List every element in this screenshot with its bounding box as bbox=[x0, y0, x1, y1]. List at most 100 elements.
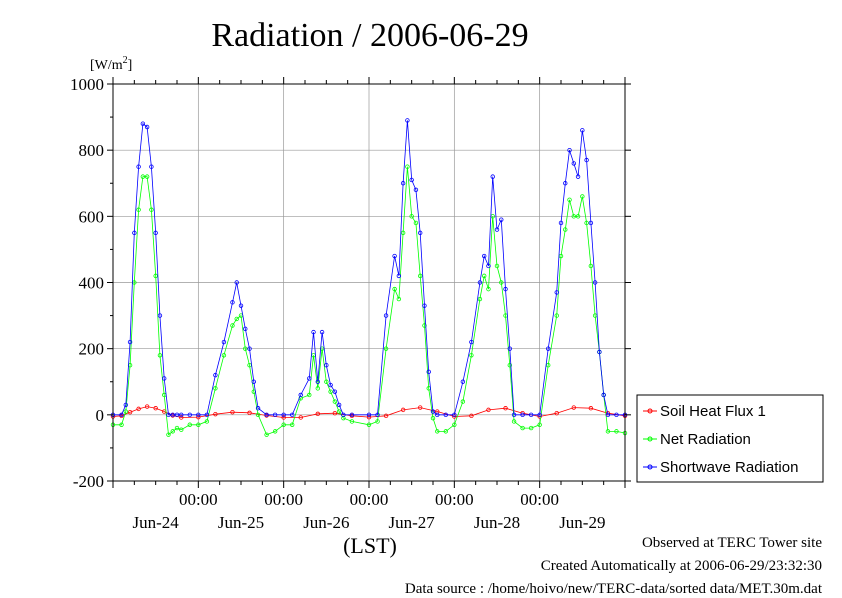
data-point bbox=[298, 415, 303, 420]
data-point bbox=[499, 217, 504, 222]
data-point bbox=[537, 412, 542, 418]
legend-box bbox=[636, 394, 824, 483]
data-point bbox=[413, 220, 419, 226]
data-point bbox=[452, 412, 457, 418]
data-point bbox=[196, 412, 201, 418]
data-point bbox=[580, 128, 585, 133]
legend-marker bbox=[647, 464, 653, 470]
data-point bbox=[575, 214, 581, 219]
data-point bbox=[396, 273, 402, 279]
data-point bbox=[486, 407, 491, 413]
y-tick-label: 800 bbox=[79, 141, 105, 160]
data-point bbox=[161, 376, 167, 381]
data-point bbox=[238, 303, 244, 308]
data-point bbox=[418, 230, 423, 236]
data-point bbox=[366, 414, 372, 420]
data-point bbox=[537, 422, 542, 427]
data-point bbox=[174, 412, 180, 418]
data-point bbox=[230, 409, 235, 415]
data-point bbox=[349, 419, 355, 424]
data-point bbox=[336, 409, 342, 414]
data-point bbox=[213, 411, 218, 417]
data-point bbox=[166, 412, 171, 418]
data-point bbox=[383, 346, 389, 351]
data-point bbox=[153, 230, 158, 236]
footer-source: Data source : /home/hoivo/new/TERC-data/… bbox=[404, 581, 822, 597]
y-tick-label: -200 bbox=[73, 472, 104, 491]
data-point bbox=[584, 157, 589, 163]
data-point bbox=[443, 412, 448, 418]
data-point bbox=[157, 313, 163, 318]
data-point bbox=[400, 181, 406, 186]
data-point bbox=[422, 323, 427, 328]
footer-created: Created Automatically at 2006-06-29/23:3… bbox=[540, 558, 822, 574]
data-point bbox=[366, 422, 372, 427]
data-point bbox=[328, 382, 333, 388]
data-point bbox=[520, 412, 525, 418]
data-point bbox=[567, 197, 572, 202]
y-tick-label: 0 bbox=[96, 406, 105, 425]
data-point bbox=[264, 412, 269, 418]
data-point bbox=[580, 194, 585, 199]
data-point bbox=[324, 363, 329, 368]
data-point bbox=[213, 372, 218, 378]
data-point bbox=[469, 413, 474, 419]
data-point bbox=[597, 349, 602, 355]
data-point bbox=[319, 329, 325, 335]
data-point bbox=[221, 353, 227, 358]
data-point bbox=[153, 273, 158, 279]
data-point bbox=[409, 214, 414, 219]
chart-title: Radiation / 2006-06-29 bbox=[211, 17, 528, 54]
data-point bbox=[281, 422, 286, 427]
data-point bbox=[204, 412, 210, 418]
data-point bbox=[204, 419, 210, 424]
data-point bbox=[482, 253, 487, 259]
series-layer bbox=[110, 118, 628, 437]
data-point bbox=[230, 323, 235, 328]
data-point bbox=[400, 230, 406, 236]
y-axis-ticks: -200 0 200 400 600 800 1000 bbox=[70, 75, 631, 491]
data-point bbox=[187, 412, 192, 418]
data-point bbox=[170, 429, 175, 434]
data-point bbox=[413, 187, 419, 193]
data-point bbox=[324, 379, 329, 384]
data-point bbox=[418, 273, 423, 279]
legend-marker bbox=[647, 408, 653, 414]
data-point bbox=[503, 286, 508, 292]
data-point bbox=[281, 415, 286, 420]
data-point bbox=[243, 346, 248, 351]
data-point bbox=[144, 404, 150, 409]
data-point bbox=[430, 415, 436, 421]
data-point bbox=[490, 174, 495, 179]
data-point bbox=[460, 399, 466, 404]
data-point bbox=[477, 296, 483, 302]
y-tick-label: 200 bbox=[79, 340, 105, 359]
data-point bbox=[575, 174, 581, 179]
data-point bbox=[336, 402, 342, 408]
data-point bbox=[243, 326, 248, 332]
legend-label: Shortwave Radiation bbox=[660, 459, 798, 476]
data-point bbox=[290, 422, 295, 427]
data-point bbox=[221, 339, 227, 345]
data-point bbox=[234, 316, 239, 322]
data-point bbox=[196, 414, 201, 420]
data-point bbox=[503, 406, 508, 411]
data-point bbox=[170, 412, 175, 418]
data-point bbox=[430, 409, 436, 414]
data-point bbox=[486, 263, 491, 269]
data-point bbox=[123, 409, 128, 414]
legend-marker bbox=[647, 436, 653, 442]
data-point bbox=[341, 412, 346, 418]
data-point bbox=[166, 432, 171, 437]
data-point bbox=[174, 425, 180, 431]
footer-site: Observed at TERC Tower site bbox=[641, 535, 822, 551]
data-point bbox=[247, 346, 252, 351]
data-point bbox=[383, 413, 389, 419]
data-point bbox=[422, 303, 427, 308]
data-point bbox=[426, 369, 431, 375]
data-point bbox=[520, 425, 525, 431]
data-point bbox=[528, 425, 534, 431]
x-day-label: Jun-25 bbox=[218, 513, 264, 532]
data-point bbox=[563, 181, 568, 186]
